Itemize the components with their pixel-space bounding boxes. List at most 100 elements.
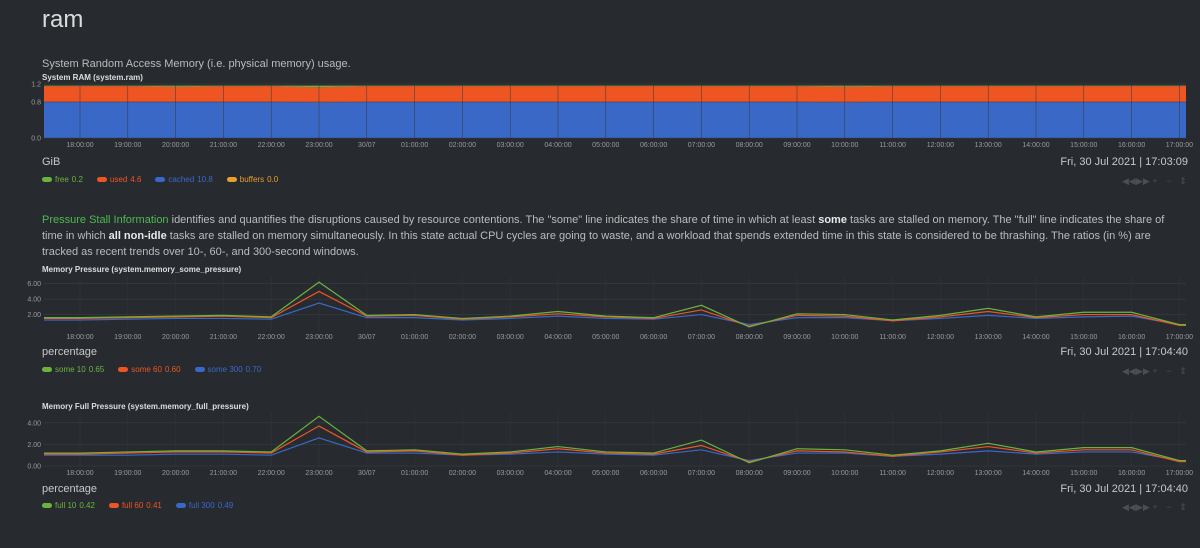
zoom-in-icon[interactable]: + — [1152, 176, 1158, 186]
resize-icon[interactable]: ⇕ — [1179, 502, 1187, 512]
x-tick-label: 23:00:00 — [305, 334, 332, 341]
y-tick-label: 1.2 — [31, 82, 41, 89]
legend-swatch — [194, 367, 205, 372]
legend-item-buffers[interactable]: buffers 0.0 — [226, 175, 278, 184]
x-tick-label: 07:00:00 — [688, 334, 715, 341]
series-line-some-60 — [44, 290, 1186, 327]
legend-name: used — [109, 175, 128, 184]
psi-bold-some: some — [818, 214, 847, 226]
full-pressure-legend: full 10 0.42 full 60 0.41 full 300 0.49 — [42, 501, 233, 510]
legend-item-used[interactable]: used 4.6 — [96, 175, 142, 184]
x-tick-label: 16:00:00 — [1118, 470, 1145, 477]
legend-name: some 300 — [207, 365, 243, 374]
x-tick-label: 05:00:00 — [592, 142, 619, 149]
resize-icon[interactable]: ⇕ — [1179, 176, 1187, 186]
legend-item-full-60[interactable]: full 60 0.41 — [108, 501, 162, 510]
ram-timestamp: Fri, 30 Jul 2021 | 17:03:09 — [1060, 156, 1188, 168]
zoom-out-icon[interactable]: − — [1166, 366, 1172, 376]
x-tick-label: 11:00:00 — [879, 142, 906, 149]
pan-left-icon[interactable]: ◀◀ — [1122, 502, 1136, 512]
x-tick-label: 06:00:00 — [640, 334, 667, 341]
series-line-full-300 — [44, 437, 1186, 462]
x-tick-label: 23:00:00 — [305, 142, 332, 149]
x-tick-label: 01:00:00 — [401, 334, 428, 341]
ram-chart-title: System RAM (system.ram) — [42, 73, 143, 82]
x-tick-label: 19:00:00 — [114, 334, 141, 341]
legend-swatch — [96, 177, 107, 182]
some-pressure-units: percentage — [42, 346, 98, 358]
some-pressure-chart[interactable]: 6.00 4.00 2.00 18:00:00 19:00:00 20:00:00 21:0… — [0, 272, 1200, 344]
x-tick-label: 09:00:00 — [783, 470, 810, 477]
y-tick-label: 4.00 — [27, 297, 41, 304]
x-tick-label: 23:00:00 — [305, 470, 332, 477]
x-tick-label: 22:00:00 — [258, 470, 285, 477]
legend-item-cached[interactable]: cached 10.8 — [155, 175, 213, 184]
x-tick-label: 08:00:00 — [736, 142, 763, 149]
legend-item-full-300[interactable]: full 300 0.49 — [175, 501, 234, 510]
full-pressure-timestamp: Fri, 30 Jul 2021 | 17:04:40 — [1060, 483, 1188, 495]
x-tick-label: 18:00:00 — [66, 334, 93, 341]
x-tick-label: 19:00:00 — [114, 470, 141, 477]
resize-icon[interactable]: ⇕ — [1179, 366, 1187, 376]
some-pressure-chart-title: Memory Pressure (system.memory_some_pres… — [42, 265, 242, 274]
full-pressure-chart-controls: ◀◀ ▶▶ + − ⇕ — [1122, 502, 1188, 513]
legend-item-some-10[interactable]: some 10 0.65 — [42, 365, 104, 374]
x-tick-label: 14:00:00 — [1022, 470, 1049, 477]
x-tick-label: 13:00:00 — [975, 142, 1002, 149]
full-pressure-chart[interactable]: 4.00 2.00 0.00 18:00:00 19:00:00 20:00:00 21:0… — [0, 408, 1200, 480]
legend-value: 0.60 — [164, 365, 181, 374]
legend-value: 0.41 — [146, 501, 162, 510]
x-tick-label: 10:00:00 — [831, 142, 858, 149]
legend-item-full-10[interactable]: full 10 0.42 — [42, 501, 95, 510]
legend-swatch — [42, 177, 52, 182]
x-tick-label: 21:00:00 — [210, 470, 237, 477]
legend-swatch — [118, 367, 129, 372]
psi-text-2: tasks are stalled on memory. The "full" … — [42, 214, 1165, 242]
x-tick-label: 18:00:00 — [66, 470, 93, 477]
zoom-in-icon[interactable]: + — [1152, 502, 1158, 512]
legend-item-some-60[interactable]: some 60 0.60 — [118, 365, 181, 374]
zoom-in-icon[interactable]: + — [1152, 366, 1158, 376]
x-tick-label: 09:00:00 — [783, 334, 810, 341]
legend-item-free[interactable]: free 0.2 — [42, 175, 83, 184]
legend-value: 4.6 — [130, 175, 142, 184]
pan-right-icon[interactable]: ▶▶ — [1136, 176, 1150, 186]
legend-item-some-300[interactable]: some 300 0.70 — [194, 365, 262, 374]
x-tick-label: 02:00:00 — [449, 470, 476, 477]
legend-name: buffers — [239, 175, 265, 184]
y-tick-label: 0.8 — [31, 100, 41, 107]
zoom-out-icon[interactable]: − — [1166, 176, 1172, 186]
pan-right-icon[interactable]: ▶▶ — [1136, 502, 1150, 512]
psi-bold-all-non-idle: all non-idle — [108, 230, 167, 242]
legend-value: 0.70 — [245, 365, 262, 374]
psi-description: Pressure Stall Information identifies an… — [42, 212, 1182, 260]
x-tick-label: 20:00:00 — [162, 142, 189, 149]
ram-legend: free 0.2 used 4.6 cached 10.8 buffers 0.0 — [42, 175, 278, 184]
psi-link[interactable]: Pressure Stall Information — [42, 214, 169, 226]
legend-value: 0.49 — [217, 501, 234, 510]
x-tick-label: 05:00:00 — [592, 470, 619, 477]
series-line-some-300 — [44, 302, 1186, 326]
x-tick-label: 14:00:00 — [1022, 334, 1049, 341]
psi-text-1: identifies and quantifies the disruption… — [168, 214, 819, 226]
x-tick-label: 13:00:00 — [975, 334, 1002, 341]
x-tick-label: 08:00:00 — [736, 470, 763, 477]
pan-right-icon[interactable]: ▶▶ — [1136, 366, 1150, 376]
x-tick-label: 21:00:00 — [210, 334, 237, 341]
legend-value: 0.2 — [71, 175, 83, 184]
x-tick-label: 15:00:00 — [1070, 142, 1097, 149]
ram-chart[interactable]: 1.2 0.8 0.0 18:00:00 19:00:00 20:00:00 21:00:0… — [0, 80, 1200, 152]
y-tick-label: 2.00 — [27, 442, 41, 449]
legend-name: cached — [168, 175, 195, 184]
x-tick-label: 03:00:00 — [497, 470, 524, 477]
zoom-out-icon[interactable]: − — [1166, 502, 1172, 512]
legend-swatch — [108, 503, 119, 508]
x-tick-label: 18:00:00 — [66, 142, 93, 149]
y-tick-label: 2.00 — [27, 312, 41, 319]
ram-area-used — [44, 86, 1186, 103]
legend-name: full 300 — [188, 501, 215, 510]
x-tick-label: 15:00:00 — [1070, 470, 1097, 477]
pan-left-icon[interactable]: ◀◀ — [1122, 176, 1136, 186]
legend-swatch — [226, 177, 237, 182]
pan-left-icon[interactable]: ◀◀ — [1122, 366, 1136, 376]
